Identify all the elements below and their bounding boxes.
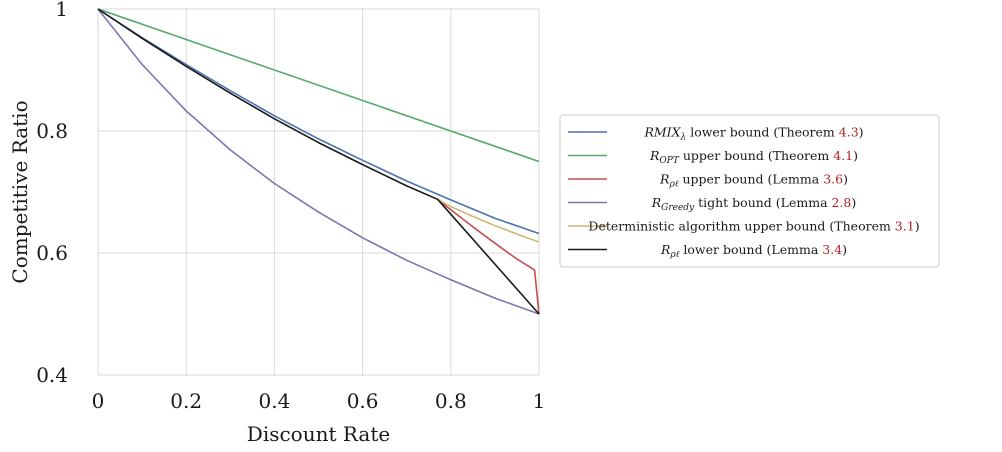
legend-symbol: R [660,242,670,257]
legend-close-paren: ) [842,242,847,257]
legend-reference-number: 2.8 [832,195,852,210]
x-tick-label: 1 [533,389,546,413]
series-line-1 [97,8,540,235]
y-tick-label: 0.4 [36,363,68,387]
y-tick-label: 0.8 [36,119,68,143]
legend-subscript: ρℓ [668,180,678,190]
legend-close-paren: ) [843,172,848,187]
x-axis-title: Discount Rate [247,422,390,446]
legend-label: RMIXλ lower bound (Theorem 4.3) [643,125,863,143]
legend-reference-number: 3.4 [822,242,842,257]
legend-label: Rρℓ lower bound (Lemma 3.4) [660,242,847,260]
y-axis-ticks: 0.4 0.6 0.8 1 [36,0,68,387]
legend-close-paren: ) [851,195,856,210]
series-lines [97,8,540,315]
grid [97,8,540,376]
plot-frame [97,8,540,376]
legend-symbol: R [649,148,659,163]
series-line-6 [97,8,540,315]
legend-subscript: λ [680,133,687,143]
legend-text: lower bound (Theorem [686,125,839,140]
legend-label: ROPT upper bound (Theorem 4.1) [649,148,858,166]
legend-label: RGreedy tight bound (Lemma 2.8) [651,195,857,213]
legend-frame [559,114,940,268]
legend-text: Deterministic algorithm upper bound (The… [588,219,894,234]
legend-symbol: RMIX [643,125,681,140]
x-tick-label: 0.4 [258,389,290,413]
legend-text: tight bound (Lemma [694,195,831,210]
legend-subscript: OPT [659,156,679,166]
x-axis-ticks: 0 0.2 0.4 0.6 0.8 1 [92,389,546,413]
legend-reference-number: 4.1 [833,148,853,163]
legend-subscript: Greedy [661,203,695,213]
legend: RMIXλ lower bound (Theorem 4.3)ROPT uppe… [559,114,940,268]
x-tick-label: 0.6 [347,389,379,413]
x-tick-label: 0.8 [435,389,467,413]
legend-label: Deterministic algorithm upper bound (The… [588,219,919,234]
legend-reference-number: 4.3 [839,125,859,140]
series-line-4 [97,8,540,315]
series-line-3 [437,198,540,315]
legend-text: lower bound (Lemma [679,242,822,257]
legend-text: upper bound (Theorem [679,148,833,163]
series-line-2 [97,8,540,163]
legend-close-paren: ) [853,148,858,163]
legend-subscript: ρℓ [669,250,679,260]
legend-symbol: R [651,195,661,210]
legend-close-paren: ) [915,219,920,234]
legend-text: upper bound (Lemma [679,172,824,187]
legend-label: Rρℓ upper bound (Lemma 3.6) [659,172,848,190]
legend-symbol: R [659,172,669,187]
legend-reference-number: 3.1 [895,219,915,234]
y-tick-label: 1 [55,0,68,21]
y-tick-label: 0.6 [36,241,68,265]
series-line-5 [437,198,540,243]
x-tick-label: 0 [92,389,105,413]
legend-close-paren: ) [859,125,864,140]
y-axis-title: Competitive Ratio [8,100,32,283]
x-tick-label: 0.2 [170,389,202,413]
legend-items: RMIXλ lower bound (Theorem 4.3)ROPT uppe… [568,125,920,260]
legend-reference-number: 3.6 [823,172,843,187]
